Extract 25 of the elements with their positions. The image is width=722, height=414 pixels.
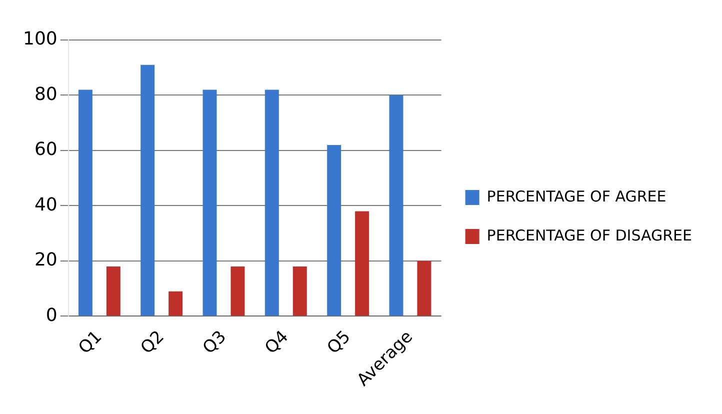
bar xyxy=(230,266,245,316)
y-tick-label: 20 xyxy=(34,250,58,271)
bar xyxy=(140,64,155,316)
x-tick-label: Q3 xyxy=(199,326,230,358)
bar xyxy=(202,90,217,316)
y-tick-label: 0 xyxy=(46,304,58,326)
bar xyxy=(389,95,404,316)
x-tick-label: Q1 xyxy=(74,326,106,358)
bar xyxy=(264,90,279,316)
bar xyxy=(292,266,307,316)
bar xyxy=(417,260,432,316)
legend-label: PERCENTAGE OF DISAGREE xyxy=(486,226,692,244)
bar xyxy=(168,291,183,316)
bar xyxy=(106,266,120,316)
x-tick-label: Q4 xyxy=(261,326,293,358)
bar xyxy=(78,90,92,316)
y-tick-label: 40 xyxy=(34,194,58,216)
x-tick-label: Q5 xyxy=(323,326,355,358)
legend-label: PERCENTAGE OF AGREE xyxy=(486,187,666,206)
bar xyxy=(327,144,342,316)
y-tick-label: 60 xyxy=(34,139,58,160)
bar xyxy=(355,211,370,316)
y-tick-label: 100 xyxy=(22,28,58,50)
x-tick-label: Q2 xyxy=(136,326,168,358)
y-tick-label: 80 xyxy=(34,84,58,105)
